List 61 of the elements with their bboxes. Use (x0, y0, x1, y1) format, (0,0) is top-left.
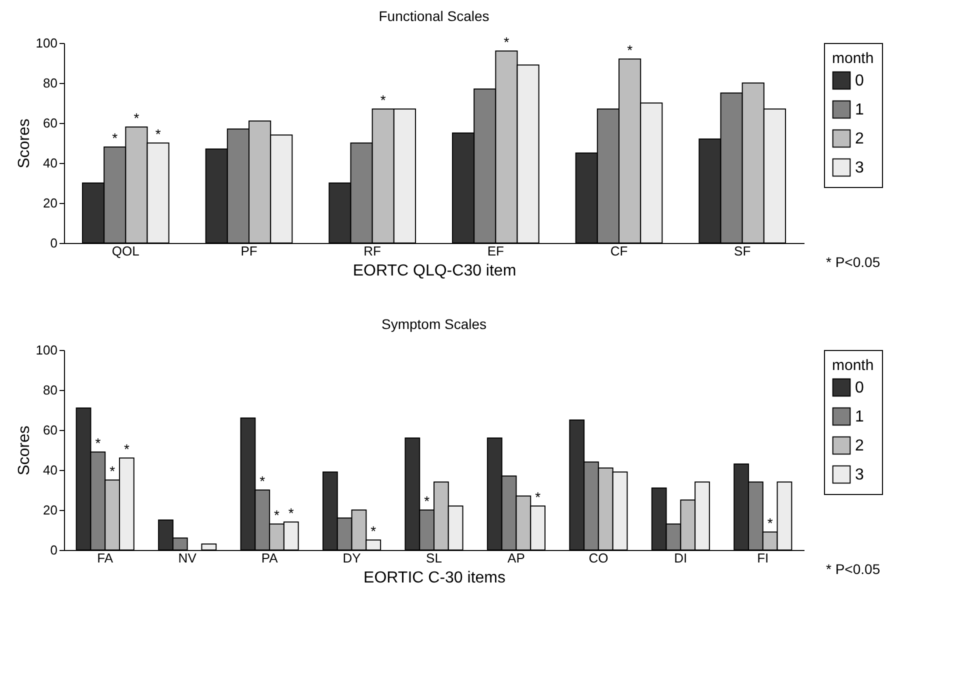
legend-label: 0 (855, 380, 864, 396)
annotation: * (274, 507, 280, 523)
annotation: * (112, 130, 118, 146)
annotation: * (535, 489, 542, 505)
legend-label: 3 (855, 466, 864, 484)
annotation: * (504, 34, 510, 50)
annotation: * (288, 505, 294, 521)
x-tick-label: FI (757, 550, 769, 566)
legend-label: 0 (855, 72, 864, 90)
y-tick-label: 80 (43, 76, 58, 90)
x-tick-label: SL (426, 550, 442, 566)
annotation: * (260, 473, 266, 489)
annotation: * (380, 92, 386, 108)
y-tick-label: 20 (43, 196, 58, 210)
annotation: * (627, 42, 634, 58)
chart-title: Symptom Scales (381, 316, 487, 332)
legend-label: 2 (855, 438, 864, 454)
text: * P<0.05 (826, 254, 880, 270)
x-tick-label: CO (588, 550, 608, 566)
annotation: * (95, 435, 102, 451)
y-tick-label: 60 (43, 116, 58, 130)
x-tick-label: SF (734, 244, 751, 258)
x-tick-label: PA (261, 550, 278, 566)
x-tick-label: AP (508, 550, 525, 566)
y-axis-title: Scores (16, 426, 33, 476)
legend-label: 1 (855, 102, 864, 118)
legend-title: month (832, 357, 874, 374)
annotation: * (767, 515, 774, 531)
y-axis-title: Scores (16, 118, 33, 168)
annotation: * (134, 110, 140, 126)
legend-label: 3 (855, 160, 864, 176)
y-tick-label: 0 (50, 542, 58, 558)
text: * P<0.05 (826, 561, 880, 577)
y-tick-label: 0 (50, 236, 58, 250)
x-tick-label: NV (178, 550, 197, 566)
x-tick-label: CF (610, 244, 628, 258)
annotation: * (124, 441, 130, 457)
x-tick-label: QOL (112, 244, 140, 258)
annotation: * (424, 493, 430, 509)
y-tick-label: 60 (43, 422, 58, 438)
annotation: * (155, 126, 162, 142)
x-tick-label: DI (674, 550, 688, 566)
y-tick-label: 40 (43, 156, 58, 170)
legend-title: month (832, 50, 874, 67)
y-tick-label: 40 (43, 462, 58, 478)
x-axis-title: EORTIC C-30 items (364, 570, 506, 586)
x-tick-label: PF (240, 244, 258, 258)
x-tick-label: DY (342, 550, 362, 566)
x-axis-title: EORTC QLQ-C30 item (352, 262, 516, 280)
legend-label: 1 (855, 408, 864, 426)
y-tick-label: 80 (43, 382, 58, 398)
legend-label: 2 (855, 130, 864, 148)
x-tick-label: EF (487, 244, 504, 258)
y-tick-label: 100 (36, 36, 58, 50)
x-tick-label: RF (364, 244, 382, 258)
x-tick-label: FA (97, 550, 114, 566)
annotation: * (110, 463, 116, 479)
y-tick-label: 20 (43, 502, 58, 518)
y-tick-label: 100 (36, 342, 58, 358)
annotation: * (370, 523, 377, 539)
chart-title: Functional Scales (378, 8, 490, 24)
